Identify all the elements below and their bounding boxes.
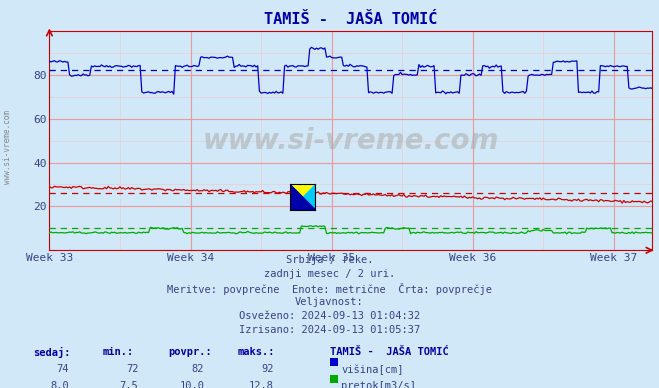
Text: 8,0: 8,0 bbox=[51, 381, 69, 388]
Polygon shape bbox=[290, 184, 315, 210]
Text: 7,5: 7,5 bbox=[120, 381, 138, 388]
Text: 74: 74 bbox=[57, 364, 69, 374]
Text: Izrisano: 2024-09-13 01:05:37: Izrisano: 2024-09-13 01:05:37 bbox=[239, 325, 420, 335]
Text: min.:: min.: bbox=[102, 347, 133, 357]
Text: 72: 72 bbox=[126, 364, 138, 374]
Polygon shape bbox=[290, 184, 315, 210]
Text: Osveženo: 2024-09-13 01:04:32: Osveženo: 2024-09-13 01:04:32 bbox=[239, 311, 420, 321]
Text: pretok[m3/s]: pretok[m3/s] bbox=[341, 381, 416, 388]
Text: 10,0: 10,0 bbox=[179, 381, 204, 388]
Text: TAMIŠ -  JAŠA TOMIĆ: TAMIŠ - JAŠA TOMIĆ bbox=[330, 347, 448, 357]
Text: 92: 92 bbox=[261, 364, 273, 374]
Text: povpr.:: povpr.: bbox=[168, 347, 212, 357]
Text: sedaj:: sedaj: bbox=[33, 347, 71, 358]
Text: Srbija / reke.: Srbija / reke. bbox=[286, 255, 373, 265]
Text: www.si-vreme.com: www.si-vreme.com bbox=[3, 111, 13, 184]
Text: 82: 82 bbox=[192, 364, 204, 374]
Text: Veljavnost:: Veljavnost: bbox=[295, 297, 364, 307]
Text: Meritve: povprečne  Enote: metrične  Črta: povprečje: Meritve: povprečne Enote: metrične Črta:… bbox=[167, 283, 492, 295]
Text: 12,8: 12,8 bbox=[248, 381, 273, 388]
Text: višina[cm]: višina[cm] bbox=[341, 364, 404, 375]
Text: zadnji mesec / 2 uri.: zadnji mesec / 2 uri. bbox=[264, 269, 395, 279]
Title: TAMIŠ -  JAŠA TOMIĆ: TAMIŠ - JAŠA TOMIĆ bbox=[264, 12, 438, 27]
Text: www.si-vreme.com: www.si-vreme.com bbox=[203, 126, 499, 155]
Text: maks.:: maks.: bbox=[237, 347, 275, 357]
